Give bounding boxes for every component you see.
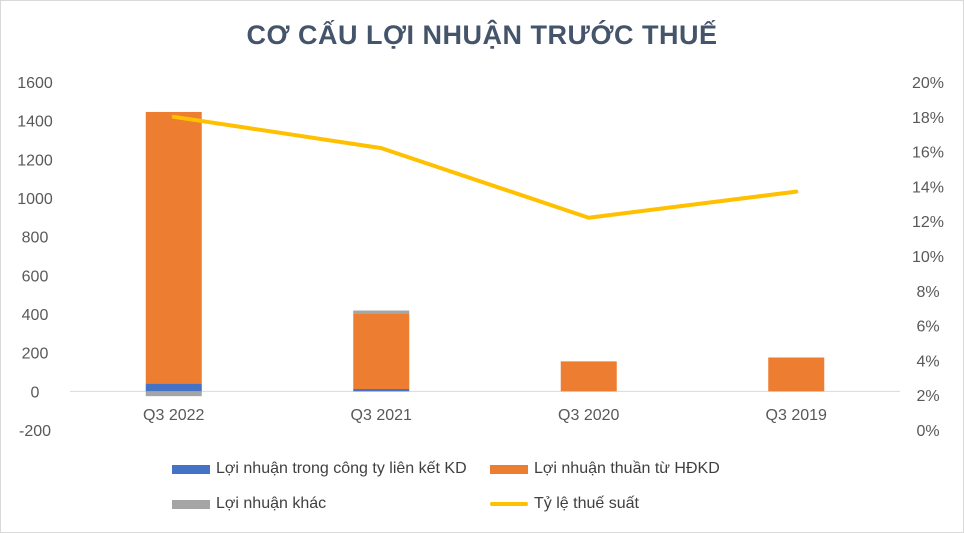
y-left-tick-label: 400 [22, 307, 49, 324]
bar-l-i-nhu-n-thu-n-t-h-kd-2 [560, 361, 617, 392]
bar-l-i-nhu-n-trong-c-ng-ty-li-n-k-t-kd-1 [353, 389, 410, 392]
legend-item-associates: Lợi nhuận trong công ty liên kết KD [172, 460, 467, 478]
y-right-tick-label: 14% [912, 179, 944, 196]
y-right-tick-label: 8% [916, 284, 939, 301]
legend-swatch [172, 499, 210, 509]
y-left-tick-label: 1600 [17, 75, 53, 92]
y-right-tick-label: 4% [916, 353, 939, 370]
y-left-tick-label: 1200 [17, 152, 53, 169]
bar-l-i-nhu-n-kh-c-0 [145, 391, 202, 397]
y-left-tick-label: 1000 [17, 191, 53, 208]
x-tick-label: Q3 2022 [143, 407, 204, 424]
y-left-tick-label: -200 [19, 423, 51, 440]
legend-item-operating: Lợi nhuận thuần từ HĐKD [490, 460, 720, 478]
chart-title: CƠ CẤU LỢI NHUẬN TRƯỚC THUẾ [246, 20, 718, 50]
y-right-tick-label: 2% [916, 388, 939, 405]
bar-l-i-nhu-n-trong-c-ng-ty-li-n-k-t-kd-0 [145, 383, 202, 392]
y-right-tick-label: 16% [912, 145, 944, 162]
x-tick-label: Q3 2021 [351, 407, 412, 424]
legend-label: Tỷ lệ thuế suất [534, 495, 639, 512]
y-left-tick-label: 200 [22, 346, 49, 363]
legend-swatch [490, 464, 528, 474]
legend-swatch [172, 464, 210, 474]
y-right-tick-label: 12% [912, 214, 944, 231]
y-right-tick-label: 0% [916, 423, 939, 440]
legend-swatch [490, 502, 528, 506]
bar-l-i-nhu-n-thu-n-t-h-kd-0 [145, 111, 202, 384]
y-right-tick-label: 20% [912, 75, 944, 92]
y-left-tick-label: 800 [22, 230, 49, 247]
y-left-tick-label: 600 [22, 268, 49, 285]
y-left-tick-label: 0 [31, 384, 40, 401]
y-right-tick-label: 6% [916, 319, 939, 336]
bar-l-i-nhu-n-thu-n-t-h-kd-1 [353, 314, 410, 390]
x-tick-label: Q3 2019 [766, 407, 827, 424]
legend-label: Lợi nhuận trong công ty liên kết KD [216, 460, 467, 477]
y-left-tick-label: 1400 [17, 114, 53, 131]
legend-label: Lợi nhuận thuần từ HĐKD [534, 460, 720, 477]
y-right-tick-label: 18% [912, 110, 944, 127]
legend-item-tax-rate: Tỷ lệ thuế suất [490, 495, 639, 513]
bar-l-i-nhu-n-kh-c-1 [353, 310, 410, 314]
x-tick-label: Q3 2020 [558, 407, 619, 424]
legend-item-other: Lợi nhuận khác [172, 495, 326, 513]
tax-rate-line [171, 114, 799, 220]
y-right-tick-label: 10% [912, 249, 944, 266]
legend-label: Lợi nhuận khác [216, 495, 327, 512]
bar-l-i-nhu-n-thu-n-t-h-kd-3 [768, 357, 825, 392]
